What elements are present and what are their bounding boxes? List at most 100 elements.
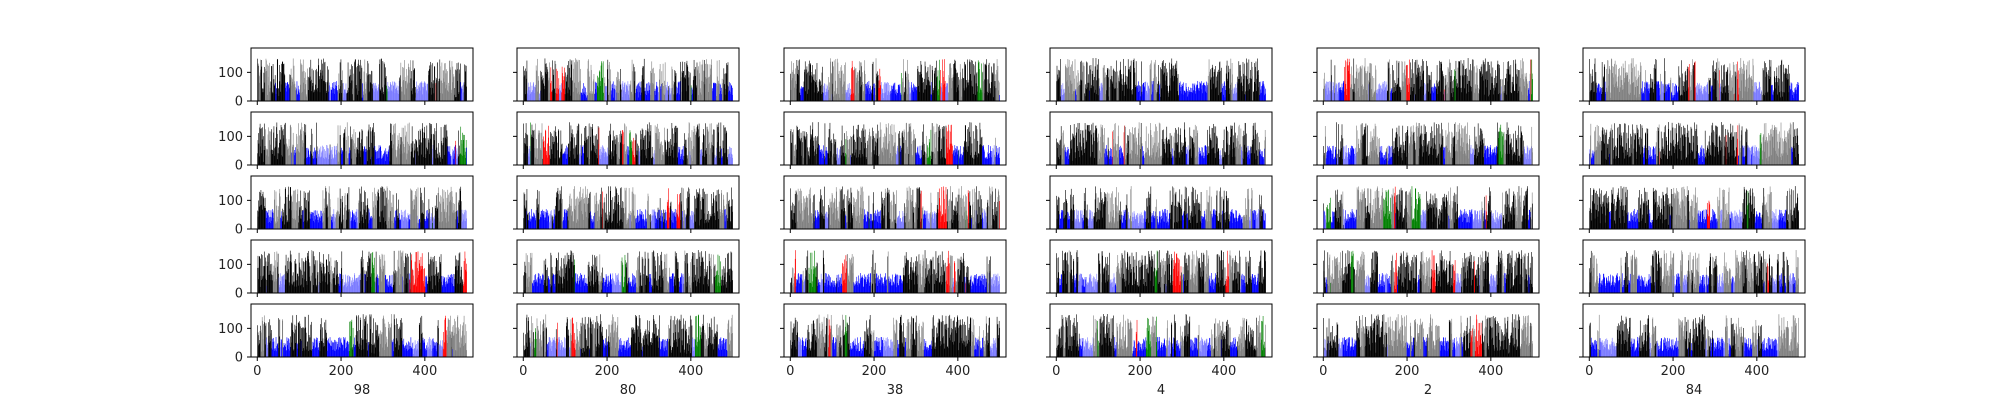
bar	[452, 149, 454, 165]
bar	[431, 82, 433, 101]
bar	[558, 130, 560, 165]
bar	[548, 277, 550, 293]
bar	[549, 92, 551, 101]
bar	[287, 260, 289, 293]
bar	[604, 347, 606, 357]
bar	[405, 209, 406, 229]
bar	[341, 345, 343, 357]
bar	[410, 156, 411, 165]
y-tick-label: 100	[218, 322, 243, 337]
bar	[359, 275, 361, 293]
bar	[681, 275, 683, 293]
bar	[677, 157, 678, 165]
bar	[582, 193, 583, 229]
bar	[721, 269, 723, 293]
bar	[691, 347, 692, 357]
bar	[391, 140, 392, 165]
bar	[601, 331, 602, 357]
bar	[346, 283, 347, 293]
bar	[338, 73, 340, 101]
bar	[596, 346, 597, 357]
bar	[292, 218, 293, 229]
bar	[412, 88, 413, 101]
bar	[654, 90, 655, 101]
bar	[366, 212, 368, 229]
bar	[617, 71, 618, 101]
bar	[645, 329, 647, 357]
bar	[329, 199, 331, 229]
bar	[333, 273, 335, 293]
bar	[359, 78, 361, 101]
bar	[396, 150, 398, 165]
bar	[287, 345, 288, 357]
bar	[730, 83, 731, 101]
bar	[306, 158, 308, 165]
bar	[545, 264, 546, 293]
bar	[723, 79, 724, 101]
bar	[437, 61, 438, 101]
bar	[640, 130, 641, 165]
bar	[708, 131, 710, 165]
bar	[575, 210, 576, 229]
bar	[444, 217, 446, 229]
bar	[336, 341, 338, 357]
bar	[438, 344, 440, 357]
bar	[452, 74, 454, 101]
bar	[643, 79, 644, 101]
bar	[587, 283, 588, 293]
bar	[547, 267, 548, 293]
bar	[630, 284, 631, 293]
bar	[353, 345, 354, 357]
bar	[411, 189, 413, 229]
bar	[652, 84, 654, 101]
bar	[633, 333, 634, 357]
bar	[656, 133, 658, 165]
bar	[340, 281, 342, 293]
bar	[327, 265, 328, 293]
bar	[612, 140, 613, 165]
bar	[604, 157, 605, 165]
bar	[264, 208, 265, 229]
bar	[604, 86, 606, 101]
bar	[560, 349, 562, 357]
bar	[352, 210, 353, 229]
bar	[387, 82, 389, 101]
bar	[563, 258, 565, 293]
bar	[407, 217, 408, 229]
bar	[534, 339, 536, 357]
bar	[337, 261, 338, 293]
bar	[273, 126, 275, 165]
bar	[728, 252, 729, 293]
bar	[280, 342, 282, 357]
bar	[270, 81, 271, 101]
bar	[421, 200, 423, 229]
y-tick-label: 100	[218, 258, 243, 273]
bar	[325, 150, 326, 165]
bar	[273, 274, 274, 293]
bar	[687, 64, 688, 101]
bar	[442, 145, 444, 165]
bar	[625, 349, 626, 357]
bar	[566, 252, 568, 293]
bar	[586, 157, 588, 165]
bar	[728, 199, 730, 229]
bar	[632, 329, 633, 357]
bar	[429, 138, 431, 165]
bar	[589, 123, 591, 165]
bar	[655, 215, 656, 229]
bar	[632, 273, 633, 293]
bar	[355, 278, 357, 293]
bar	[322, 273, 323, 293]
bar	[285, 187, 286, 229]
bar	[712, 134, 714, 165]
bar	[626, 149, 627, 165]
bar	[542, 331, 544, 357]
bar	[353, 129, 355, 165]
bar	[361, 129, 363, 165]
bar	[633, 137, 634, 165]
bar	[701, 218, 702, 229]
bar	[341, 343, 343, 357]
bar	[328, 155, 330, 165]
bar	[344, 338, 346, 357]
bar	[563, 276, 564, 293]
